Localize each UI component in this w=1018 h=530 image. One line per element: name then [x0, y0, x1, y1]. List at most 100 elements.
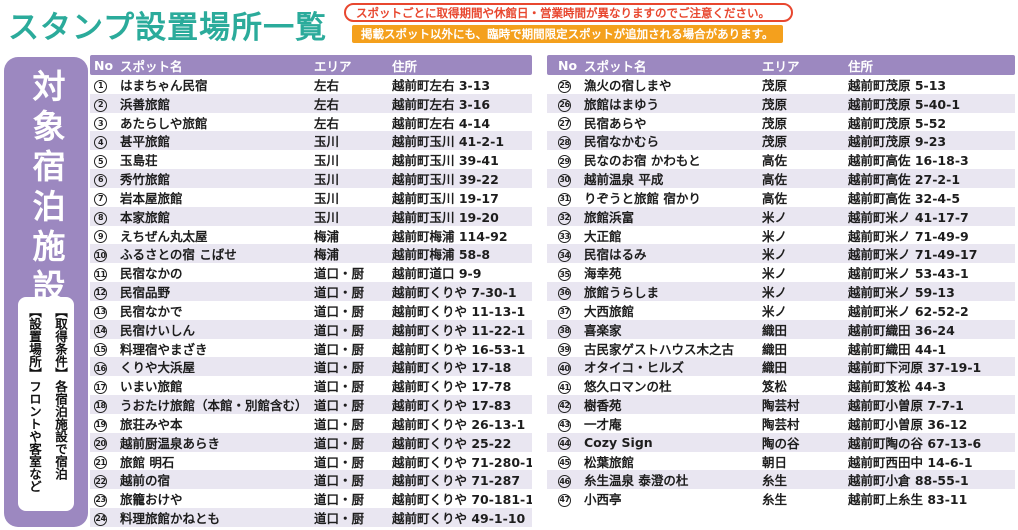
- spot-name: 民宿なかで: [120, 303, 183, 319]
- spot-name: 大正館: [584, 228, 622, 244]
- circled-number: 33: [558, 230, 571, 244]
- row-number: 11: [94, 265, 120, 282]
- spot-address: 越前町米ノ 59-13: [848, 285, 955, 301]
- circled-number: 40: [558, 362, 571, 376]
- row-number: 42: [558, 396, 584, 413]
- spot-name: 小西亭: [584, 492, 622, 508]
- circled-number: 23: [94, 493, 107, 507]
- row-number: 33: [558, 227, 584, 244]
- row-number: 47: [558, 490, 584, 507]
- spot-name: 樹香苑: [584, 398, 622, 414]
- spot-area: 梅浦: [314, 247, 340, 263]
- circled-number: 26: [558, 98, 571, 112]
- table-row: 26 旅館はまゆう 茂原 越前町茂原 5-40-1: [547, 93, 1015, 113]
- table-row: 16 くりや大浜屋 道口・厨 越前町くりや 17-18: [90, 357, 532, 377]
- row-number: 15: [94, 340, 120, 357]
- spot-area: 米ノ: [762, 247, 788, 263]
- spot-address: 越前町米ノ 53-43-1: [848, 266, 969, 282]
- row-number: 1: [94, 76, 120, 93]
- table-row: 10 ふるさとの宿 こばせ 梅浦 越前町梅浦 58-8: [90, 244, 532, 264]
- spot-name: りぞうと旅館 宿かり: [584, 190, 701, 206]
- spot-area: 道口・厨: [314, 398, 365, 414]
- row-number: 16: [94, 359, 120, 376]
- spot-name: くりや大浜屋: [120, 360, 196, 376]
- spot-area: 高佐: [762, 172, 788, 188]
- table-header-right: No スポット名 エリア 住所: [547, 55, 1015, 75]
- spot-address: 越前町左右 4-14: [392, 115, 491, 131]
- spot-address: 越前町高佐 32-4-5: [848, 190, 961, 206]
- table-row: 19 旅荘みや本 道口・厨 越前町くりや 26-13-1: [90, 414, 532, 433]
- row-number: 23: [94, 490, 120, 507]
- circled-number: 10: [94, 249, 107, 263]
- spot-address: 越前町くりや 7-30-1: [392, 285, 517, 301]
- spot-address: 越前町小倉 88-55-1: [848, 473, 969, 489]
- header-no: No: [94, 57, 114, 73]
- circled-number: 34: [558, 249, 571, 263]
- circled-number: 39: [558, 343, 571, 357]
- circled-number: 9: [94, 230, 107, 244]
- spot-area: 道口・厨: [314, 303, 365, 319]
- spot-area: 茂原: [762, 96, 788, 112]
- spot-name: 料理旅館かねとも: [120, 511, 221, 527]
- spot-name: はまちゃん民宿: [120, 78, 208, 93]
- table-row: 15 料理宿やまざき 道口・厨 越前町くりや 16-53-1: [90, 339, 532, 358]
- spot-address: 越前町くりや 49-1-10: [392, 511, 526, 527]
- table-header-left: No スポット名 エリア 住所: [90, 55, 532, 75]
- spot-area: 道口・厨: [314, 379, 365, 395]
- row-number: 43: [558, 415, 584, 432]
- row-number: 28: [558, 133, 584, 150]
- spot-area: 茂原: [762, 134, 788, 150]
- spot-name: ふるさとの宿 こばせ: [120, 247, 237, 263]
- table-row: 46 糸生温泉 泰澄の杜 糸生 越前町小倉 88-55-1: [547, 470, 1015, 490]
- row-number: 3: [94, 114, 120, 131]
- spot-name: あたらしや旅館: [120, 115, 208, 131]
- circled-number: 20: [94, 437, 107, 451]
- row-number: 22: [94, 472, 120, 489]
- spot-address: 越前町茂原 5-13: [848, 78, 947, 93]
- spot-area: 米ノ: [762, 303, 788, 319]
- spot-address: 越前町玉川 19-20: [392, 209, 499, 225]
- spot-area: 道口・厨: [314, 435, 365, 451]
- spot-name: 旅籠おけや: [120, 492, 183, 508]
- spot-name: 民宿けいしん: [120, 322, 196, 338]
- spot-name: 旅荘みや本: [120, 416, 183, 432]
- spot-address: 越前町上糸生 83-11: [848, 492, 968, 508]
- spot-name: うおたけ旅館（本館・別館含む）: [120, 398, 308, 414]
- spot-address: 越前町西田中 14-6-1: [848, 454, 973, 470]
- spot-area: 陶の谷: [762, 435, 800, 451]
- circled-number: 11: [94, 268, 107, 282]
- table-row: 5 玉島荘 玉川 越前町玉川 39-41: [90, 150, 532, 169]
- spot-area: 陶芸村: [762, 398, 800, 414]
- spot-area: 朝日: [762, 454, 788, 470]
- spot-area: 米ノ: [762, 209, 788, 225]
- spot-name: 民宿なかむら: [584, 134, 660, 150]
- circled-number: 8: [94, 211, 107, 225]
- spot-address: 越前町高佐 27-2-1: [848, 172, 961, 188]
- circled-number: 13: [94, 305, 107, 319]
- row-number: 38: [558, 321, 584, 338]
- spot-area: 道口・厨: [314, 266, 365, 282]
- header-name: スポット名: [584, 58, 647, 74]
- spot-name: 民宿品野: [120, 285, 171, 301]
- spot-address: 越前町小曽原 7-7-1: [848, 398, 964, 414]
- row-number: 8: [94, 208, 120, 225]
- circled-number: 36: [558, 286, 571, 300]
- spot-name: 糸生温泉 泰澄の杜: [584, 473, 689, 489]
- spot-address: 越前町米ノ 71-49-9: [848, 228, 969, 244]
- table-row: 27 民宿あらや 茂原 越前町茂原 5-52: [547, 113, 1015, 132]
- row-number: 27: [558, 114, 584, 131]
- spot-area: 糸生: [762, 492, 788, 508]
- row-number: 5: [94, 152, 120, 169]
- spot-address: 越前町米ノ 62-52-2: [848, 303, 969, 319]
- notice-limited-spots: 掲載スポット以外にも、臨時で期間限定スポットが追加される場合があります。: [352, 25, 783, 43]
- header-no: No: [558, 57, 578, 73]
- spot-area: 玉川: [314, 172, 340, 188]
- spot-area: 高佐: [762, 153, 788, 169]
- spot-name: オタイコ・ヒルズ: [584, 360, 685, 376]
- spot-area: 玉川: [314, 153, 340, 169]
- table-row: 25 漁火の宿しまや 茂原 越前町茂原 5-13: [547, 75, 1015, 94]
- spot-area: 道口・厨: [314, 341, 365, 357]
- circled-number: 24: [94, 512, 107, 526]
- spot-name: 古民家ゲストハウス木之古: [584, 341, 735, 357]
- spot-name: 料理宿やまざき: [120, 341, 208, 357]
